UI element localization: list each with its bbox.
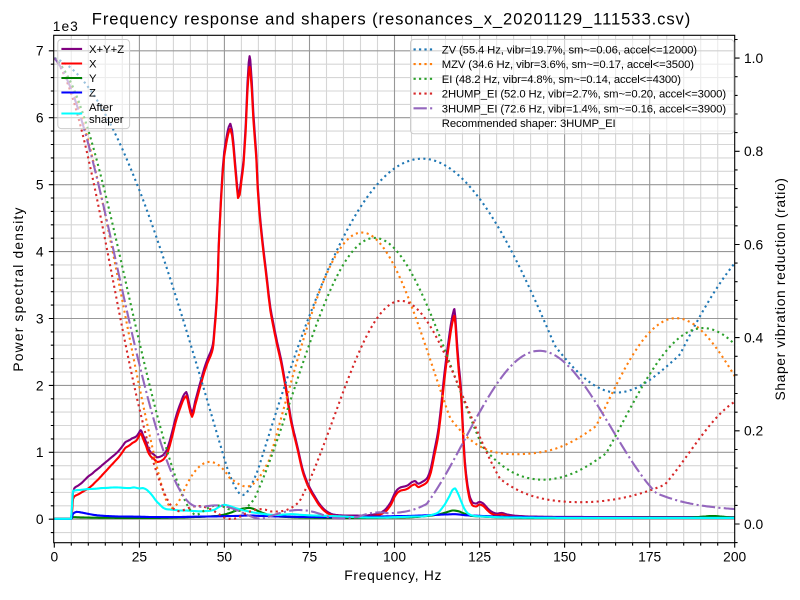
svg-text:0.2: 0.2 [744,424,763,439]
svg-text:X: X [89,59,97,71]
svg-text:2: 2 [36,378,44,393]
svg-text:4: 4 [36,245,44,260]
svg-text:1.0: 1.0 [744,51,764,66]
svg-text:Recommended shaper: 3HUMP_EI: Recommended shaper: 3HUMP_EI [442,118,616,130]
svg-text:EI (48.2 Hz, vibr=4.8%, sm~=0.: EI (48.2 Hz, vibr=4.8%, sm~=0.14, accel<… [442,74,681,86]
svg-text:Shaper vibration reduction (ra: Shaper vibration reduction (ratio) [773,177,788,400]
svg-text:Frequency response and shapers: Frequency response and shapers (resonanc… [92,10,691,29]
svg-text:6: 6 [36,111,44,126]
svg-text:0.4: 0.4 [744,331,764,346]
svg-text:25: 25 [132,550,148,565]
svg-text:3HUMP_EI (72.6 Hz, vibr=1.4%,: 3HUMP_EI (72.6 Hz, vibr=1.4%, sm~=0.16, … [442,103,727,115]
svg-text:150: 150 [553,550,576,565]
svg-text:1e3: 1e3 [53,19,79,34]
svg-text:ZV (55.4 Hz, vibr=19.7%, sm~=0: ZV (55.4 Hz, vibr=19.7%, sm~=0.06, accel… [442,44,698,56]
svg-text:7: 7 [36,44,44,59]
svg-text:200: 200 [723,550,746,565]
svg-text:2HUMP_EI (52.0 Hz, vibr=2.7%,: 2HUMP_EI (52.0 Hz, vibr=2.7%, sm~=0.20, … [442,89,727,101]
svg-text:X+Y+Z: X+Y+Z [89,44,124,56]
svg-text:0.6: 0.6 [744,237,764,252]
svg-text:100: 100 [383,550,406,565]
svg-text:0.0: 0.0 [744,517,764,532]
svg-text:1: 1 [36,445,44,460]
svg-text:75: 75 [302,550,318,565]
svg-text:125: 125 [468,550,491,565]
svg-text:After: After [89,102,113,114]
svg-text:Z: Z [89,88,96,100]
svg-text:Y: Y [89,73,97,85]
svg-text:0: 0 [50,550,58,565]
svg-text:3: 3 [36,311,44,326]
svg-text:0.8: 0.8 [744,144,764,159]
svg-text:shaper: shaper [89,114,124,126]
svg-text:5: 5 [36,178,44,193]
svg-text:175: 175 [638,550,661,565]
svg-text:0: 0 [36,512,44,527]
svg-text:50: 50 [217,550,233,565]
svg-text:Frequency, Hz: Frequency, Hz [344,568,442,583]
svg-text:MZV (34.6 Hz, vibr=3.6%, sm~=0: MZV (34.6 Hz, vibr=3.6%, sm~=0.17, accel… [442,59,694,71]
svg-text:Power spectral density: Power spectral density [11,206,26,371]
